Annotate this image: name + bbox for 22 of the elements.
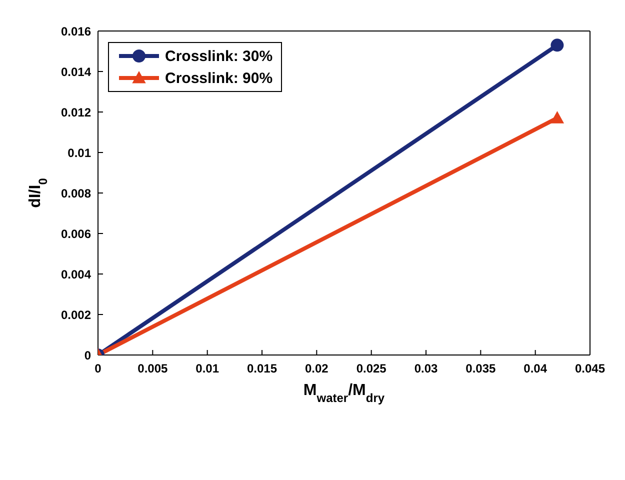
x-axis-title: M$_{water}$/M$_{dry}$	[303, 382, 385, 405]
y-tick-label: 0.002	[60, 308, 92, 322]
y-tick-label: 0.016	[60, 24, 92, 38]
y-tick-label: 0.01	[68, 146, 92, 160]
legend-label: Crosslink: 30%	[165, 48, 273, 64]
x-tick-label: 0.03	[414, 362, 438, 376]
x-tick-label: 0.005	[138, 362, 168, 376]
y-tick-label: 0.008	[60, 186, 92, 200]
legend-label: Crosslink: 90%	[165, 70, 273, 86]
y-tick-label: 0.012	[60, 105, 92, 120]
y-tick-label: 0	[84, 348, 92, 362]
x-tick-label: 0.015	[246, 362, 278, 376]
x-tick-label: 0.01	[196, 362, 220, 376]
y-tick-label: 0.014	[60, 64, 92, 79]
x-tick-label: 0.035	[466, 362, 496, 376]
x-tick-label: 0.02	[304, 362, 329, 376]
x-tick-label: 0.045	[574, 362, 606, 376]
x-tick-label: 0.04	[524, 362, 548, 376]
y-tick-label: 0.006	[60, 226, 92, 241]
x-tick-label: 0.025	[356, 362, 387, 376]
x-tick-label: 0	[94, 362, 102, 376]
y-tick-label: 0.004	[60, 267, 92, 282]
